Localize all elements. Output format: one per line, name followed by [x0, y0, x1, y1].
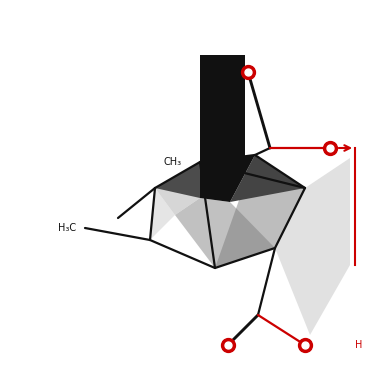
Polygon shape: [175, 198, 275, 268]
Polygon shape: [215, 155, 305, 268]
Polygon shape: [155, 162, 200, 215]
Text: CH₃: CH₃: [164, 157, 182, 167]
Polygon shape: [155, 162, 200, 198]
Polygon shape: [200, 155, 255, 202]
Polygon shape: [275, 158, 350, 335]
Text: H: H: [355, 340, 362, 350]
Text: H₃C: H₃C: [58, 223, 76, 233]
Polygon shape: [200, 55, 245, 165]
Polygon shape: [150, 188, 175, 240]
Polygon shape: [230, 155, 305, 202]
